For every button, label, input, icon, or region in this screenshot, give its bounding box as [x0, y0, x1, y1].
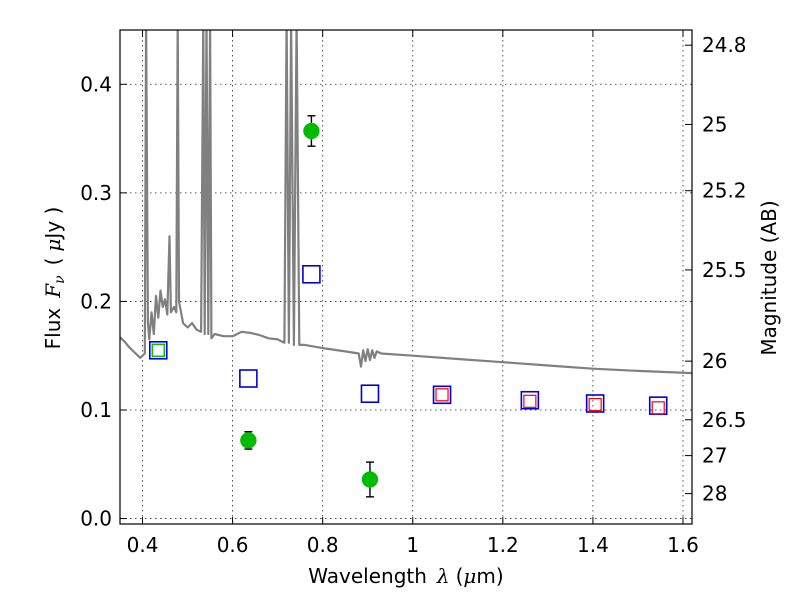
- observed-point: [240, 432, 257, 449]
- model-square-red: [435, 388, 449, 402]
- y2-tick-label: 27: [702, 444, 727, 468]
- model-square-blue: [520, 390, 540, 410]
- model-spectrum: [120, 30, 692, 375]
- model-square-blue: [585, 394, 605, 413]
- y2-tick-label: 24.8: [702, 33, 747, 57]
- y-tick-label: 0.1: [80, 398, 112, 422]
- x-tick-label: 0.6: [217, 533, 249, 557]
- x-axis-label: Wavelength λ (μm): [308, 564, 503, 588]
- y-axis-ticks: 0.0 0.1 0.2 0.3 0.4: [80, 72, 127, 531]
- x-tick-label: 1.4: [577, 533, 609, 557]
- y2-tick-label: 25.5: [702, 258, 747, 282]
- grid: [120, 30, 692, 524]
- observed-point: [361, 471, 379, 488]
- model-square-blue: [432, 385, 452, 405]
- plot-frame: [119, 29, 693, 525]
- x-tick-label: 1.6: [667, 533, 699, 557]
- observed-square-green: [151, 343, 165, 357]
- y-tick-label: 0.3: [80, 181, 112, 205]
- y2-tick-label: 26.5: [702, 408, 747, 432]
- model-square-blue: [302, 264, 321, 284]
- model-square-blue: [239, 369, 258, 388]
- model-square-blue: [360, 384, 380, 404]
- y-axis-label: FluxFν(μJy ): [41, 207, 68, 350]
- y-tick-label: 0.0: [80, 507, 112, 531]
- y2-tick-label: 26: [702, 349, 727, 373]
- y2-tick-label: 25.2: [702, 179, 747, 203]
- y-tick-label: 0.4: [80, 72, 112, 96]
- y2-tick-label: 28: [702, 482, 727, 506]
- model-square-blue: [148, 340, 168, 360]
- x-tick-label: 1: [406, 533, 419, 557]
- x-tick-label: 1.2: [487, 533, 519, 557]
- y2-axis-ticks: 24.8 25 25.2 25.5 26 26.5 27 28: [685, 33, 747, 506]
- x-tick-label: 0.8: [307, 533, 339, 557]
- data-markers: [148, 115, 668, 498]
- model-square-red: [651, 401, 665, 415]
- model-square-red: [588, 397, 602, 412]
- y-tick-label: 0.2: [80, 289, 112, 313]
- observed-point: [303, 122, 320, 140]
- x-axis-ticks: 0.4 0.6 0.8 1 1.2 1.4 1.6: [127, 30, 699, 557]
- y2-tick-label: 25: [702, 112, 727, 136]
- x-tick-label: 0.4: [127, 533, 159, 557]
- y2-axis-label: Magnitude (AB): [757, 200, 781, 355]
- model-square-red: [523, 394, 537, 408]
- spectrum-line: [120, 30, 692, 375]
